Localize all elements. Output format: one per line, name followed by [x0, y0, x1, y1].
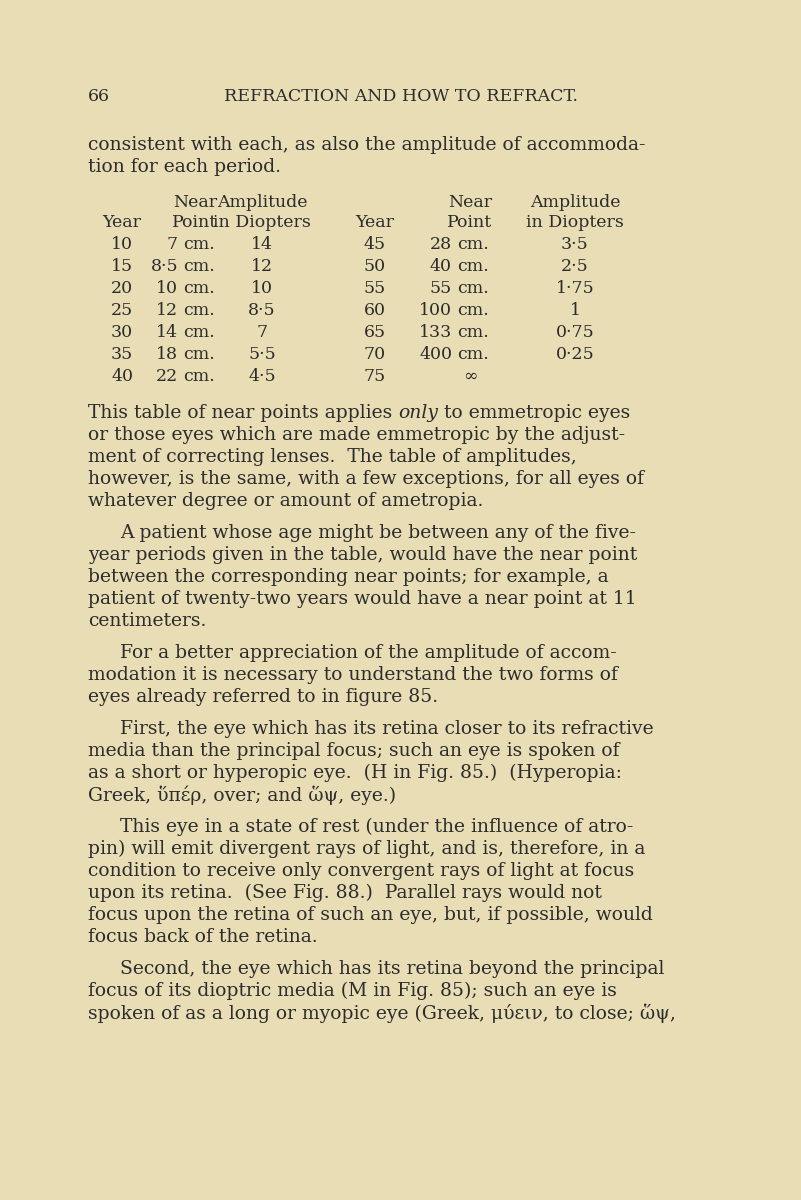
Text: spoken of as a long or myopic eye (Greek, μύειν, to close; ὥψ,: spoken of as a long or myopic eye (Greek…: [88, 1003, 676, 1024]
Text: cm.: cm.: [457, 280, 489, 296]
Text: 0·25: 0·25: [556, 346, 594, 362]
Text: Point: Point: [172, 214, 218, 230]
Text: cm.: cm.: [457, 258, 489, 275]
Text: This eye in a state of rest (under the influence of atro-: This eye in a state of rest (under the i…: [120, 818, 634, 836]
Text: consistent with each, as also the amplitude of accommoda-: consistent with each, as also the amplit…: [88, 136, 646, 154]
Text: 20: 20: [111, 280, 133, 296]
Text: Greek, ὕπέρ, over; and ὥψ, eye.): Greek, ὕπέρ, over; and ὥψ, eye.): [88, 786, 396, 805]
Text: modation it is necessary to understand the two forms of: modation it is necessary to understand t…: [88, 666, 618, 684]
Text: First, the eye which has its retina closer to its refractive: First, the eye which has its retina clos…: [120, 720, 654, 738]
Text: cm.: cm.: [183, 367, 215, 385]
Text: 12: 12: [156, 301, 178, 319]
Text: 45: 45: [364, 235, 386, 253]
Text: 8·5: 8·5: [151, 258, 178, 275]
Text: 1·75: 1·75: [556, 280, 594, 296]
Text: Second, the eye which has its retina beyond the principal: Second, the eye which has its retina bey…: [120, 960, 664, 978]
Text: eyes already referred to in figure 85.: eyes already referred to in figure 85.: [88, 688, 438, 706]
Text: to emmetropic eyes: to emmetropic eyes: [438, 403, 630, 421]
Text: 30: 30: [111, 324, 133, 341]
Text: patient of twenty-two years would have a near point at 11: patient of twenty-two years would have a…: [88, 589, 637, 607]
Text: ∞: ∞: [463, 367, 477, 385]
Text: Near: Near: [448, 194, 492, 211]
Text: 40: 40: [430, 258, 452, 275]
Text: 12: 12: [251, 258, 273, 275]
Text: REFRACTION AND HOW TO REFRACT.: REFRACTION AND HOW TO REFRACT.: [223, 88, 578, 104]
Text: 22: 22: [155, 367, 178, 385]
Text: 35: 35: [111, 346, 133, 362]
Text: in Diopters: in Diopters: [526, 214, 624, 230]
Text: 10: 10: [111, 235, 133, 253]
Text: focus upon the retina of such an eye, but, if possible, would: focus upon the retina of such an eye, bu…: [88, 906, 653, 924]
Text: Point: Point: [448, 214, 493, 230]
Text: For a better appreciation of the amplitude of accom-: For a better appreciation of the amplitu…: [120, 643, 617, 661]
Text: condition to receive only convergent rays of light at focus: condition to receive only convergent ray…: [88, 862, 634, 880]
Text: 1: 1: [570, 301, 581, 319]
Text: This table of near points applies: This table of near points applies: [88, 403, 398, 421]
Text: pin) will emit divergent rays of light, and is, therefore, in a: pin) will emit divergent rays of light, …: [88, 840, 646, 858]
Text: 15: 15: [111, 258, 133, 275]
Text: ment of correcting lenses.  The table of amplitudes,: ment of correcting lenses. The table of …: [88, 448, 577, 466]
Text: 7: 7: [167, 235, 178, 253]
Text: 100: 100: [419, 301, 452, 319]
Text: centimeters.: centimeters.: [88, 612, 207, 630]
Text: 14: 14: [251, 235, 273, 253]
Text: 60: 60: [364, 301, 386, 319]
Text: 50: 50: [364, 258, 386, 275]
Text: 40: 40: [111, 367, 133, 385]
Text: 10: 10: [251, 280, 273, 296]
Text: focus of its dioptric media (M in Fig. 85); such an eye is: focus of its dioptric media (M in Fig. 8…: [88, 982, 617, 1000]
Text: 70: 70: [364, 346, 386, 362]
Text: Year: Year: [356, 214, 395, 230]
Text: cm.: cm.: [183, 324, 215, 341]
Text: 55: 55: [364, 280, 386, 296]
Text: 4·5: 4·5: [248, 367, 276, 385]
Text: 400: 400: [419, 346, 452, 362]
Text: cm.: cm.: [457, 301, 489, 319]
Text: 8·5: 8·5: [248, 301, 276, 319]
Text: cm.: cm.: [457, 235, 489, 253]
Text: 55: 55: [430, 280, 452, 296]
Text: cm.: cm.: [183, 346, 215, 362]
Text: cm.: cm.: [183, 301, 215, 319]
Text: cm.: cm.: [457, 324, 489, 341]
Text: tion for each period.: tion for each period.: [88, 158, 281, 176]
Text: Year: Year: [103, 214, 142, 230]
Text: Near: Near: [173, 194, 217, 211]
Text: 14: 14: [156, 324, 178, 341]
Text: 65: 65: [364, 324, 386, 341]
Text: cm.: cm.: [183, 280, 215, 296]
Text: year periods given in the table, would have the near point: year periods given in the table, would h…: [88, 546, 638, 564]
Text: 133: 133: [419, 324, 452, 341]
Text: 10: 10: [156, 280, 178, 296]
Text: 3·5: 3·5: [562, 235, 589, 253]
Text: 28: 28: [430, 235, 452, 253]
Text: 7: 7: [256, 324, 268, 341]
Text: as a short or hyperopic eye.  (H in Fig. 85.)  (Hyperopia:: as a short or hyperopic eye. (H in Fig. …: [88, 763, 622, 782]
Text: focus back of the retina.: focus back of the retina.: [88, 928, 318, 946]
Text: 5·5: 5·5: [248, 346, 276, 362]
Text: however, is the same, with a few exceptions, for all eyes of: however, is the same, with a few excepti…: [88, 469, 644, 487]
Text: upon its retina.  (See Fig. 88.)  Parallel rays would not: upon its retina. (See Fig. 88.) Parallel…: [88, 883, 602, 902]
Text: 75: 75: [364, 367, 386, 385]
Text: A patient whose age might be between any of the five-: A patient whose age might be between any…: [120, 523, 636, 541]
Text: between the corresponding near points; for example, a: between the corresponding near points; f…: [88, 568, 609, 586]
Text: in Diopters: in Diopters: [213, 214, 311, 230]
Text: 2·5: 2·5: [562, 258, 589, 275]
Text: cm.: cm.: [183, 235, 215, 253]
Text: 0·75: 0·75: [556, 324, 594, 341]
Text: 66: 66: [88, 88, 110, 104]
Text: cm.: cm.: [183, 258, 215, 275]
Text: Amplitude: Amplitude: [217, 194, 308, 211]
Text: only: only: [398, 403, 438, 421]
Text: whatever degree or amount of ametropia.: whatever degree or amount of ametropia.: [88, 492, 483, 510]
Text: 25: 25: [111, 301, 133, 319]
Text: or those eyes which are made emmetropic by the adjust-: or those eyes which are made emmetropic …: [88, 426, 625, 444]
Text: media than the principal focus; such an eye is spoken of: media than the principal focus; such an …: [88, 742, 619, 760]
Text: Amplitude: Amplitude: [529, 194, 620, 211]
Text: cm.: cm.: [457, 346, 489, 362]
Text: 18: 18: [156, 346, 178, 362]
